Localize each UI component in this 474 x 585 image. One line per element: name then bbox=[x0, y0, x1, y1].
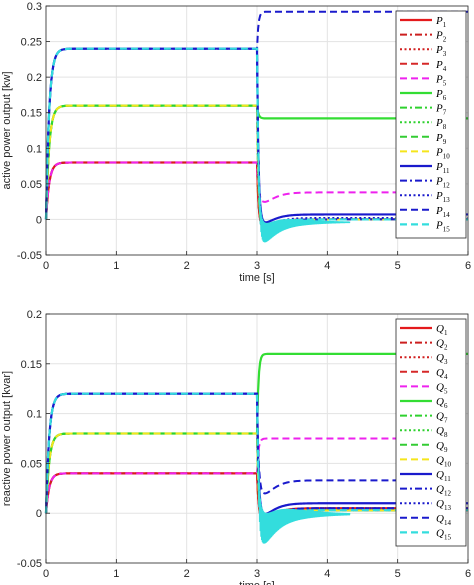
legend-label-P6: P6 bbox=[435, 88, 447, 102]
x-tick-label: 6 bbox=[465, 260, 471, 272]
x-tick-label: 2 bbox=[184, 260, 190, 272]
legend-label-Q14: Q14 bbox=[436, 513, 451, 527]
series-oscillation-P15 bbox=[257, 152, 351, 243]
legend-label-P11: P11 bbox=[435, 161, 450, 175]
legend-label-P1: P1 bbox=[435, 15, 447, 29]
x-tick-label: 3 bbox=[254, 260, 260, 272]
legend-label-Q5: Q5 bbox=[436, 381, 448, 395]
x-tick-label: 5 bbox=[395, 568, 401, 580]
y-tick-label: 0 bbox=[36, 214, 42, 226]
y-tick-label: -0.05 bbox=[17, 558, 42, 570]
y-tick-label: 0 bbox=[36, 508, 42, 520]
legend-label-P4: P4 bbox=[435, 59, 447, 73]
legend-label-P8: P8 bbox=[435, 117, 447, 131]
x-axis-label: time [s] bbox=[239, 580, 274, 585]
legend-box bbox=[395, 10, 467, 239]
legend-label-P14: P14 bbox=[435, 205, 450, 219]
legend-label-Q13: Q13 bbox=[436, 498, 451, 512]
legend-label-Q4: Q4 bbox=[436, 367, 448, 381]
x-tick-label: 6 bbox=[465, 568, 471, 580]
y-tick-label: 0.2 bbox=[27, 309, 42, 321]
legend-label-Q2: Q2 bbox=[436, 338, 448, 352]
legend-label-P10: P10 bbox=[435, 146, 450, 160]
legend-label-P2: P2 bbox=[435, 30, 447, 44]
legend-label-Q8: Q8 bbox=[436, 425, 448, 439]
legend-label-Q6: Q6 bbox=[436, 396, 448, 410]
x-axis-label: time [s] bbox=[239, 272, 274, 284]
y-tick-label: -0.05 bbox=[17, 250, 42, 262]
legend-label-Q3: Q3 bbox=[436, 352, 448, 366]
legend-label-P3: P3 bbox=[435, 44, 447, 58]
x-tick-label: 5 bbox=[395, 260, 401, 272]
x-tick-label: 0 bbox=[43, 260, 49, 272]
y-tick-label: 0.1 bbox=[27, 409, 42, 421]
legend-label-Q15: Q15 bbox=[436, 527, 451, 541]
x-tick-label: 1 bbox=[113, 568, 119, 580]
legend-label-P15: P15 bbox=[435, 219, 450, 233]
legend-label-Q10: Q10 bbox=[436, 454, 451, 468]
x-tick-label: 2 bbox=[184, 568, 190, 580]
x-tick-label: 3 bbox=[254, 568, 260, 580]
y-axis-label: active power output [kw] bbox=[1, 71, 13, 189]
legend-label-P9: P9 bbox=[435, 132, 447, 146]
legend-label-P7: P7 bbox=[435, 103, 447, 117]
legend-label-P13: P13 bbox=[435, 190, 450, 204]
legend-label-Q11: Q11 bbox=[436, 469, 451, 483]
y-tick-label: 0.15 bbox=[21, 108, 42, 120]
series-line-P12 bbox=[45, 47, 468, 229]
y-tick-label: 0.05 bbox=[21, 179, 42, 191]
x-tick-label: 4 bbox=[324, 568, 330, 580]
y-axis-label: reactive power output [kvar] bbox=[1, 371, 13, 506]
legend-label-Q9: Q9 bbox=[436, 440, 448, 454]
x-tick-label: 1 bbox=[113, 260, 119, 272]
series-oscillation-Q15 bbox=[257, 458, 351, 544]
y-tick-label: 0.15 bbox=[21, 359, 42, 371]
y-tick-label: 0.3 bbox=[27, 1, 42, 13]
legend-label-P12: P12 bbox=[435, 176, 450, 190]
legend-box bbox=[395, 318, 467, 547]
legend-label-Q1: Q1 bbox=[436, 323, 448, 337]
legend-label-Q7: Q7 bbox=[436, 411, 448, 425]
y-tick-label: 0.05 bbox=[21, 458, 42, 470]
x-tick-label: 0 bbox=[43, 568, 49, 580]
x-tick-label: 4 bbox=[324, 260, 330, 272]
y-tick-label: 0.25 bbox=[21, 37, 42, 49]
y-tick-label: 0.2 bbox=[27, 72, 42, 84]
legend-label-P5: P5 bbox=[435, 73, 447, 87]
legend-label-Q12: Q12 bbox=[436, 484, 451, 498]
y-tick-label: 0.1 bbox=[27, 143, 42, 155]
